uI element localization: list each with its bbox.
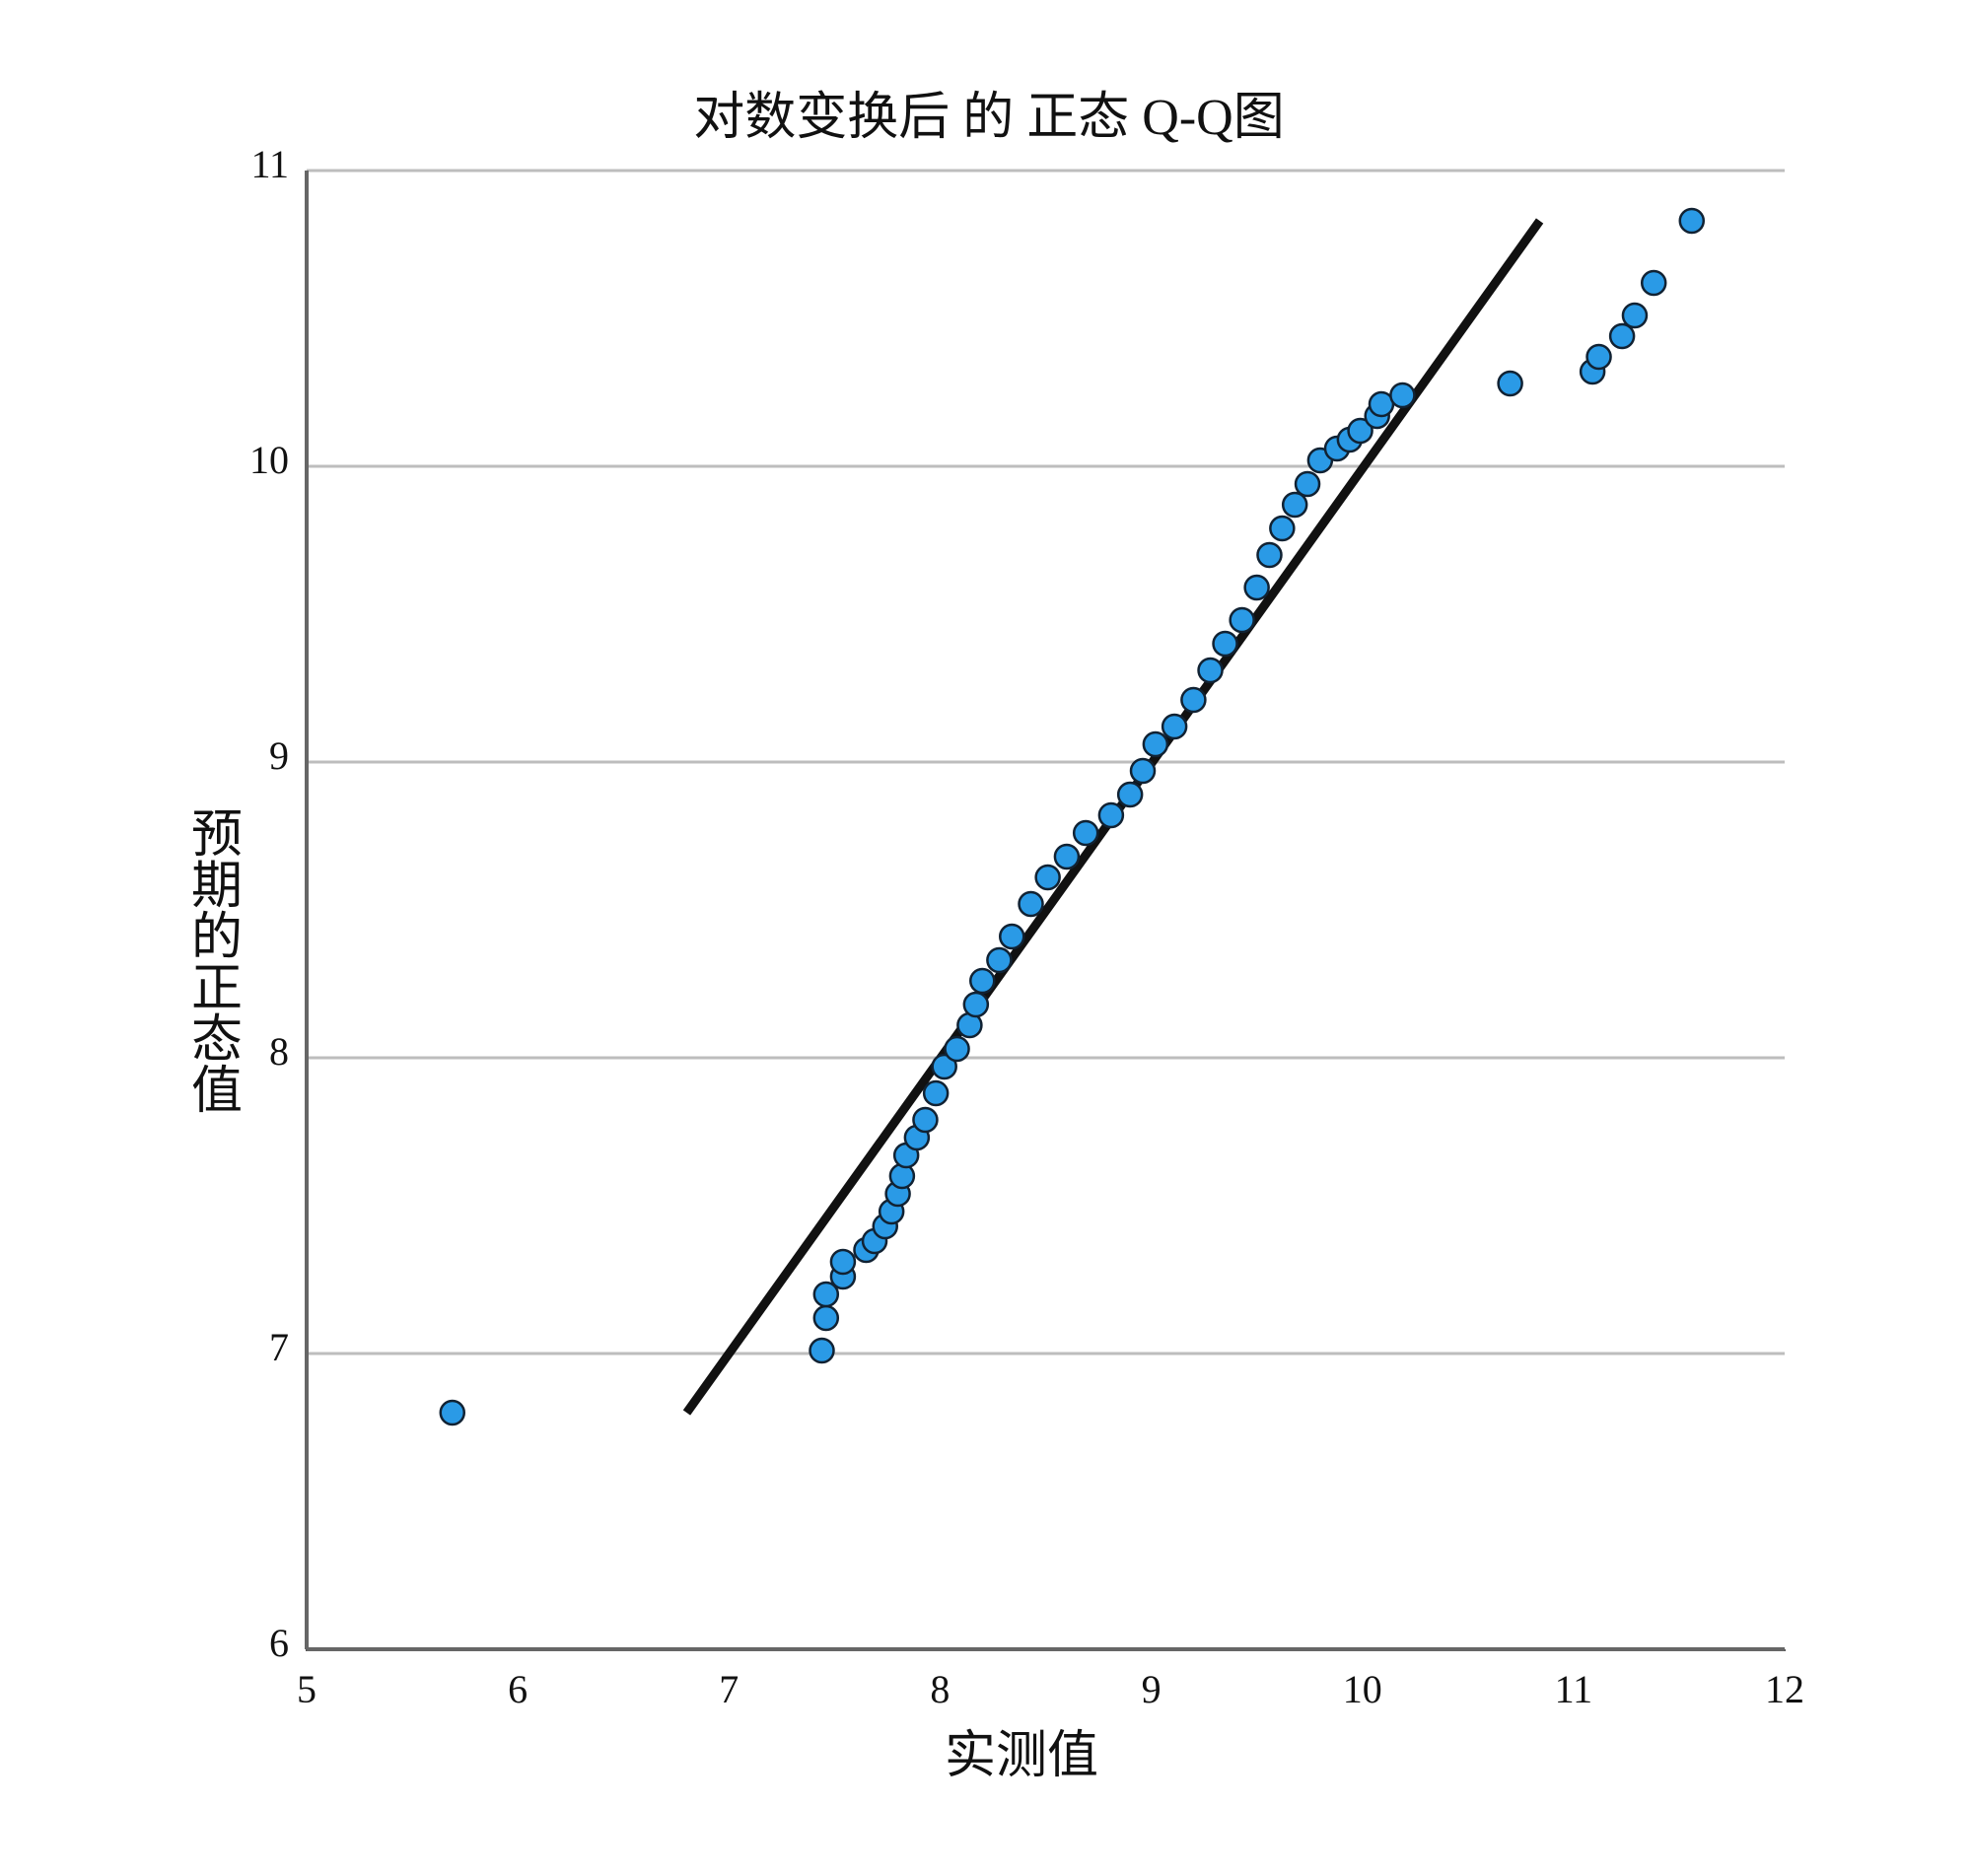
y-tick-label: 9	[269, 733, 289, 778]
data-point	[986, 946, 1013, 974]
chart-title: 对数变换后 的 正态 Q-Q图	[693, 90, 1284, 146]
x-tick-label: 10	[1343, 1667, 1382, 1711]
data-point	[1142, 730, 1169, 758]
data-point	[1347, 417, 1373, 445]
data-point	[969, 967, 996, 995]
x-tick-label: 8	[930, 1667, 950, 1711]
data-point	[1018, 890, 1044, 918]
data-point	[1197, 657, 1224, 684]
data-point	[944, 1035, 970, 1063]
data-point	[809, 1337, 835, 1364]
data-point	[1621, 302, 1649, 329]
data-point	[1053, 843, 1081, 870]
data-point	[1256, 541, 1283, 569]
data-point	[1161, 713, 1188, 740]
x-tick-label: 6	[508, 1667, 528, 1711]
y-tick-label: 10	[249, 438, 289, 482]
data-point	[1269, 515, 1296, 542]
y-axis-title: 预期的正态值	[183, 806, 242, 1114]
x-tick-label: 11	[1555, 1667, 1593, 1711]
data-point	[1097, 801, 1125, 829]
data-point	[1389, 382, 1416, 409]
x-tick-label: 12	[1765, 1667, 1804, 1711]
data-point	[1129, 757, 1157, 785]
data-point	[1072, 819, 1099, 847]
data-point	[1281, 491, 1308, 519]
y-tick-label: 11	[250, 142, 289, 186]
data-point	[1608, 322, 1636, 350]
data-point	[1180, 686, 1207, 714]
data-point	[1229, 606, 1255, 634]
data-point	[922, 1079, 950, 1107]
data-point	[1294, 470, 1321, 498]
data-point	[1497, 370, 1523, 397]
x-tick-label: 9	[1142, 1667, 1162, 1711]
data-point	[1243, 574, 1270, 601]
data-point	[812, 1281, 840, 1308]
x-tick-label: 7	[719, 1667, 739, 1711]
data-point	[812, 1304, 840, 1332]
y-tick-label: 6	[269, 1621, 289, 1665]
data-point	[1116, 781, 1144, 808]
x-axis-title: 实测值	[945, 1728, 1098, 1784]
data-point	[1212, 630, 1238, 658]
y-tick-label: 7	[269, 1325, 289, 1369]
data-point	[439, 1399, 466, 1426]
data-point	[1034, 864, 1061, 891]
x-tick-label: 5	[297, 1667, 317, 1711]
data-point	[1585, 343, 1612, 371]
data-point	[888, 1162, 916, 1190]
data-point	[1640, 269, 1667, 297]
data-point	[931, 1053, 957, 1080]
data-point	[912, 1106, 939, 1134]
data-point	[1678, 207, 1706, 235]
data-point	[829, 1248, 857, 1276]
data-point	[962, 991, 990, 1018]
data-point	[998, 923, 1025, 950]
y-tick-label: 8	[269, 1029, 289, 1074]
